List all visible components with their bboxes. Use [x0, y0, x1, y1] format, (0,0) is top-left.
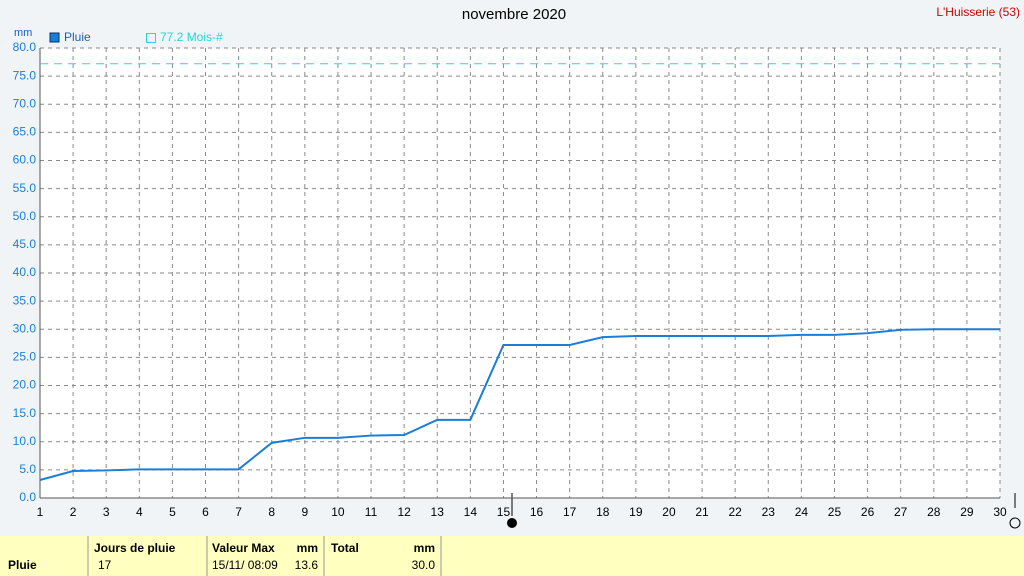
x-tick-label: 7 — [235, 505, 242, 519]
moon-icon — [1009, 517, 1021, 529]
footer: Pluie Jours de pluie 17 Valeur Max mm 15… — [0, 536, 1024, 576]
x-tick-label: 23 — [762, 505, 776, 519]
x-tick-label: 30 — [993, 505, 1007, 519]
legend-label: Pluie — [64, 30, 91, 44]
footer-cell: 15/11/ 08:09 — [212, 558, 278, 572]
footer-header: Valeur Max — [212, 541, 275, 555]
y-tick-label: 65.0 — [13, 125, 37, 139]
x-tick-label: 10 — [331, 505, 345, 519]
y-tick-label: 15.0 — [13, 406, 37, 420]
y-tick-label: 30.0 — [13, 321, 37, 335]
chart-title: novembre 2020 — [462, 6, 566, 23]
y-tick-label: 20.0 — [13, 378, 37, 392]
x-tick-label: 24 — [795, 505, 809, 519]
y-tick-label: 75.0 — [13, 68, 37, 82]
x-tick-label: 15 — [497, 505, 511, 519]
x-tick-label: 4 — [136, 505, 143, 519]
y-tick-label: 50.0 — [13, 209, 37, 223]
x-tick-label: 20 — [662, 505, 676, 519]
line-series — [39, 328, 1000, 481]
y-tick-label: 0.0 — [19, 490, 36, 504]
y-tick-label: 70.0 — [13, 96, 37, 110]
moon-icon — [507, 518, 517, 528]
x-tick-label: 6 — [202, 505, 209, 519]
x-tick-label: 22 — [728, 505, 742, 519]
y-tick-label: 80.0 — [13, 40, 37, 54]
footer-bg — [0, 536, 1024, 576]
x-tick-label: 3 — [103, 505, 110, 519]
x-tick-label: 19 — [629, 505, 643, 519]
legend-swatch — [146, 33, 156, 43]
x-tick-label: 9 — [301, 505, 308, 519]
footer-header: Total — [331, 541, 359, 555]
x-tick-label: 11 — [365, 505, 378, 519]
y-tick-label: 40.0 — [13, 265, 37, 279]
x-tick-label: 28 — [927, 505, 941, 519]
y-tick-label: 35.0 — [13, 293, 37, 307]
footer-header: Jours de pluie — [94, 541, 176, 555]
y-tick-label: 25.0 — [13, 350, 37, 364]
legend-swatch — [49, 32, 60, 43]
x-tick-label: 2 — [70, 505, 77, 519]
footer-row-label: Pluie — [8, 558, 37, 572]
x-tick-label: 17 — [563, 505, 577, 519]
legend: Pluie 77.2 Mois-# — [49, 30, 223, 44]
x-tick-label: 26 — [861, 505, 875, 519]
x-tick-label: 8 — [268, 505, 275, 519]
y-unit: mm — [14, 27, 32, 39]
location: L'Huisserie (53) — [936, 5, 1020, 19]
footer-unit: mm — [414, 541, 435, 555]
x-tick-label: 12 — [397, 505, 411, 519]
y-tick-label: 45.0 — [13, 237, 37, 251]
y-tick-label: 5.0 — [19, 462, 36, 476]
x-tick-label: 13 — [431, 505, 445, 519]
footer-cell: 30.0 — [412, 558, 436, 572]
x-tick-label: 29 — [960, 505, 974, 519]
y-tick-label: 55.0 — [13, 181, 37, 195]
x-tick-label: 18 — [596, 505, 610, 519]
x-tick-label: 5 — [169, 505, 176, 519]
x-tick-label: 25 — [828, 505, 842, 519]
x-tick-label: 16 — [530, 505, 544, 519]
y-tick-label: 10.0 — [13, 434, 37, 448]
footer-unit: mm — [297, 541, 318, 555]
x-tick-label: 14 — [464, 505, 478, 519]
y-tick-label: 60.0 — [13, 153, 37, 167]
x-tick-label: 21 — [695, 505, 709, 519]
x-tick-label: 1 — [37, 505, 44, 519]
legend-label: 77.2 Mois-# — [160, 30, 223, 44]
footer-cell: 13.6 — [295, 558, 319, 572]
x-tick-label: 27 — [894, 505, 908, 519]
footer-cell: 17 — [98, 558, 112, 572]
